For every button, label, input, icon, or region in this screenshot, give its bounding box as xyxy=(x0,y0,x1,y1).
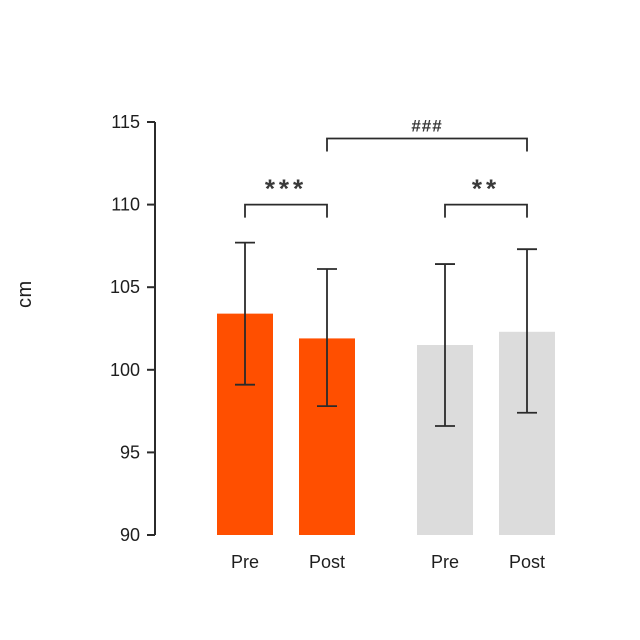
significance-bracket xyxy=(444,203,528,218)
y-tick-label: 115 xyxy=(111,112,140,132)
y-tick-label: 95 xyxy=(120,442,140,462)
significance-label: ** xyxy=(472,174,500,204)
y-axis-title: cm xyxy=(14,280,36,308)
y-tick-label: 90 xyxy=(120,525,140,545)
x-tick-label: Post xyxy=(309,552,345,572)
significance-bracket xyxy=(326,137,528,152)
significance-label: ### xyxy=(411,117,442,136)
significance-bracket xyxy=(244,203,328,218)
significance-label: *** xyxy=(265,174,307,204)
x-tick-label: Pre xyxy=(231,552,259,572)
x-tick-label: Pre xyxy=(431,552,459,572)
y-tick-label: 110 xyxy=(111,195,140,215)
y-tick-label: 100 xyxy=(110,360,140,380)
x-tick-label: Post xyxy=(509,552,545,572)
y-tick-label: 105 xyxy=(110,277,140,297)
